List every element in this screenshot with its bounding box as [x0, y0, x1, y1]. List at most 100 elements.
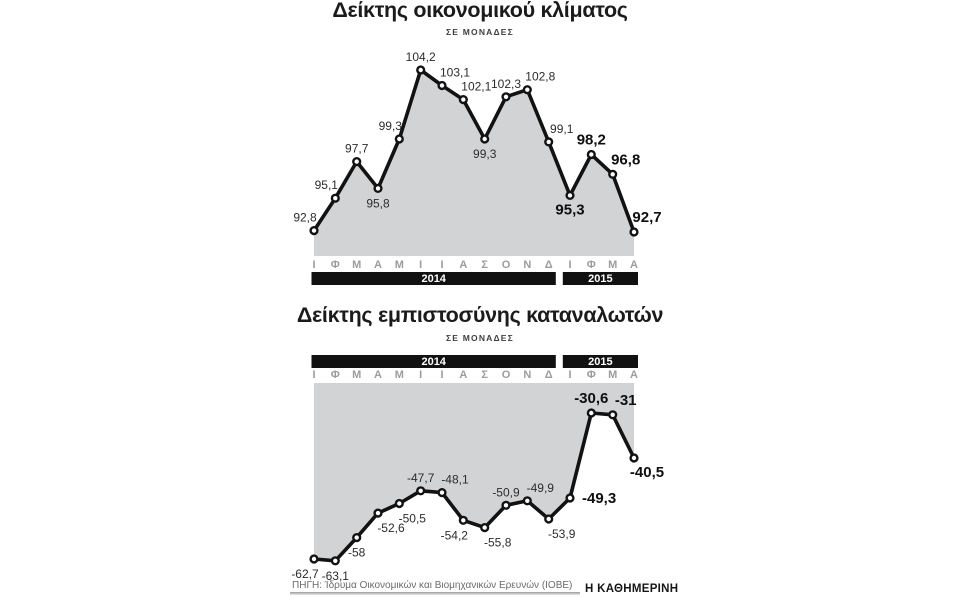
month-tick: Ι	[312, 259, 315, 271]
month-tick: Φ	[587, 369, 596, 381]
month-tick: Ι	[440, 369, 443, 381]
value-label: 103,1	[440, 66, 470, 80]
chart-title-economic-climate: Δείκτης οικονομικού κλίματος	[332, 0, 628, 22]
month-tick: Μ	[608, 259, 617, 271]
chart-title-consumer-confidence: Δείκτης εμπιστοσύνης καταναλωτών	[296, 303, 664, 327]
data-point-marker	[480, 523, 490, 533]
data-point-marker	[501, 500, 511, 510]
trend-line	[312, 411, 636, 563]
data-point-marker	[608, 169, 618, 179]
month-tick: Α	[459, 369, 467, 381]
value-label: 102,8	[525, 70, 555, 84]
year-band-label-2015: 2015	[588, 273, 612, 285]
data-point-marker	[544, 137, 554, 147]
month-tick: Ο	[502, 369, 511, 381]
value-label: -40,5	[630, 464, 664, 481]
month-tick: Φ	[587, 259, 596, 271]
data-point-marker	[330, 556, 340, 566]
data-point-marker	[394, 134, 404, 144]
data-point-marker	[586, 149, 596, 160]
data-point-marker	[544, 514, 554, 524]
month-tick: Σ	[481, 369, 488, 381]
value-label: 96,8	[611, 151, 640, 168]
data-point-marker	[352, 156, 362, 167]
data-point-marker	[458, 515, 468, 525]
year-band-2014	[311, 355, 556, 368]
month-tick: Φ	[331, 369, 340, 381]
year-band-label-2014: 2014	[421, 273, 446, 285]
data-point-marker	[330, 193, 340, 203]
value-label: 95,8	[366, 196, 390, 210]
month-tick: Μ	[608, 369, 617, 381]
month-tick: Ο	[502, 259, 511, 271]
data-point-marker	[608, 410, 618, 420]
value-label: -62,7	[291, 567, 319, 581]
month-tick: Ι	[440, 259, 443, 271]
month-tick: Μ	[352, 369, 361, 381]
value-label: -53,9	[548, 527, 576, 541]
month-tick: Α	[459, 259, 467, 271]
year-band-2015	[562, 272, 638, 285]
data-point-marker	[352, 533, 362, 543]
value-label: -54,2	[441, 528, 469, 542]
month-tick: Δ	[545, 369, 553, 381]
month-tick: Ι	[419, 259, 422, 271]
value-label: -49,3	[582, 490, 616, 507]
data-point-marker	[565, 190, 575, 201]
data-point-marker	[437, 80, 447, 91]
month-tick: Α	[374, 259, 382, 271]
value-label: 98,2	[577, 132, 606, 149]
chart-subtitle-economic-climate: ΣΕ ΜΟΝΑΔΕΣ	[446, 27, 514, 37]
value-label: 92,7	[632, 209, 661, 226]
value-label: 92,8	[293, 211, 317, 225]
chart-subtitle-consumer-confidence: ΣΕ ΜΟΝΑΔΕΣ	[446, 333, 514, 343]
data-point-marker	[501, 92, 511, 102]
data-point-marker	[480, 134, 490, 144]
value-label: 97,7	[345, 142, 369, 156]
value-label: -50,5	[399, 512, 427, 526]
value-label: 102,1	[461, 80, 491, 94]
month-tick: Ι	[312, 369, 315, 381]
month-tick: Δ	[545, 259, 553, 271]
value-label: -58	[348, 546, 366, 560]
month-tick: Μ	[395, 259, 404, 271]
value-label: -31	[615, 392, 637, 409]
value-label: -50,9	[492, 485, 520, 499]
data-point-marker	[586, 408, 596, 418]
value-label: -55,8	[484, 536, 512, 550]
data-point-marker	[522, 85, 532, 95]
year-band-label-2015: 2015	[588, 356, 612, 368]
month-tick: Ν	[523, 259, 531, 271]
value-label: 102,3	[491, 77, 521, 91]
month-tick: Ι	[419, 369, 422, 381]
value-label: -63,1	[322, 569, 350, 583]
area-fill	[314, 70, 634, 256]
value-label: 95,3	[555, 201, 584, 218]
data-point-marker	[629, 227, 639, 237]
month-tick: Φ	[331, 259, 340, 271]
area-fill	[314, 383, 634, 561]
value-label: -47,7	[407, 471, 435, 485]
month-tick: Σ	[481, 259, 488, 271]
month-tick: Α	[630, 259, 638, 271]
value-label: -49,9	[527, 481, 555, 495]
data-point-marker	[394, 498, 404, 509]
value-label: 99,1	[550, 122, 574, 136]
data-point-marker	[522, 496, 532, 506]
footer-divider	[290, 592, 580, 595]
data-point-marker	[565, 493, 575, 503]
month-tick: Ν	[523, 369, 531, 381]
data-point-marker	[309, 226, 319, 236]
month-tick: Ι	[568, 369, 571, 381]
month-tick: Α	[630, 369, 638, 381]
data-point-marker	[629, 453, 639, 463]
value-label: -30,6	[574, 390, 608, 407]
month-tick: Μ	[395, 369, 404, 381]
value-label: 99,3	[379, 119, 403, 133]
value-label: 99,3	[473, 147, 497, 161]
value-label: -52,6	[377, 521, 405, 535]
newspaper-logo: Η ΚΑΘΗΜΕΡΙΝΗ	[585, 583, 679, 595]
year-band-2015	[562, 355, 638, 368]
